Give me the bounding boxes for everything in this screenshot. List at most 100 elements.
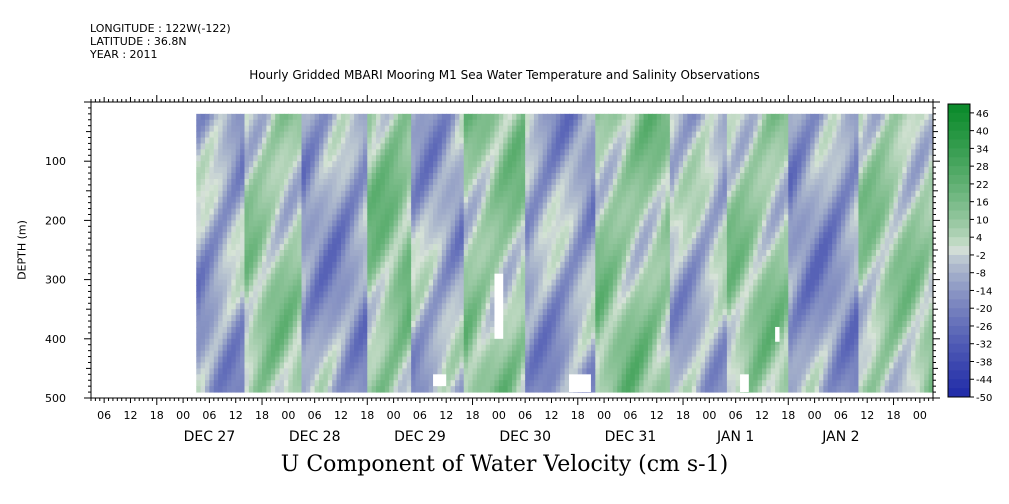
heatmap-cell	[406, 119, 412, 127]
heatmap-cell	[498, 374, 504, 381]
heatmap-cell	[424, 143, 430, 150]
heatmap-cell	[345, 167, 351, 174]
heatmap-cell	[340, 232, 346, 239]
heatmap-cell	[542, 386, 548, 393]
heatmap-cell	[235, 380, 241, 387]
heatmap-cell	[406, 255, 412, 263]
heatmap-cell	[340, 267, 346, 275]
heatmap-cell	[297, 208, 302, 215]
heatmap-cell	[301, 220, 307, 227]
heatmap-cell	[196, 279, 202, 287]
heatmap-cell	[248, 344, 254, 352]
heatmap-cell	[389, 356, 395, 363]
heatmap-cell	[507, 125, 513, 133]
heatmap-cell	[437, 149, 443, 156]
heatmap-cell	[340, 113, 346, 121]
heatmap-cell	[371, 149, 377, 156]
heatmap-cell	[270, 285, 276, 292]
heatmap-cell	[402, 208, 408, 215]
heatmap-cell	[630, 338, 636, 346]
heatmap-cell	[218, 309, 224, 316]
heatmap-cell	[301, 362, 307, 369]
heatmap-cell	[476, 279, 482, 287]
heatmap-cell	[279, 119, 285, 127]
heatmap-cell	[661, 143, 666, 150]
heatmap-cell	[626, 356, 631, 363]
heatmap-cell	[512, 350, 517, 358]
heatmap-cell	[459, 362, 465, 369]
heatmap-cell	[297, 380, 302, 387]
heatmap-cell	[634, 202, 640, 210]
heatmap-cell	[621, 131, 627, 139]
heatmap-cell	[376, 220, 381, 227]
heatmap-cell	[634, 173, 640, 180]
heatmap-cell	[599, 226, 605, 233]
heatmap-cell	[253, 273, 259, 281]
heatmap-cell	[446, 184, 452, 192]
heatmap-cell	[446, 350, 452, 358]
heatmap-cell	[270, 362, 276, 369]
heatmap-cell	[402, 226, 408, 233]
heatmap-cell	[257, 125, 263, 133]
heatmap-cell	[393, 178, 399, 186]
heatmap-cell	[481, 267, 487, 275]
heatmap-cell	[538, 119, 544, 127]
heatmap-cell	[332, 238, 338, 245]
heatmap-cell	[323, 291, 329, 298]
heatmap-cell	[485, 184, 491, 192]
heatmap-cell	[446, 173, 452, 180]
heatmap-cell	[419, 143, 425, 150]
heatmap-cell	[454, 356, 460, 363]
heatmap-cell	[555, 291, 561, 298]
heatmap-cell	[393, 208, 399, 215]
heatmap-cell	[647, 255, 653, 263]
heatmap-cell	[494, 131, 500, 139]
heatmap-cell	[450, 350, 456, 358]
heatmap-cell	[516, 137, 522, 144]
heatmap-cell	[213, 173, 219, 180]
heatmap-cell	[551, 344, 557, 352]
heatmap-cell	[547, 261, 552, 269]
heatmap-cell	[564, 173, 570, 180]
heatmap-cell	[345, 291, 351, 298]
heatmap-cell	[384, 374, 390, 381]
heatmap-cell	[573, 291, 579, 298]
heatmap-cell	[411, 297, 417, 304]
heatmap-cell	[424, 250, 430, 257]
heatmap-cell	[639, 374, 645, 381]
heatmap-cell	[231, 202, 237, 210]
heatmap-cell	[222, 285, 228, 292]
heatmap-cell	[577, 350, 583, 358]
heatmap-cell	[205, 196, 210, 204]
heatmap-cell	[270, 326, 276, 334]
heatmap-cell	[248, 250, 254, 257]
heatmap-cell	[371, 137, 377, 144]
heatmap-cell	[490, 267, 495, 275]
heatmap-cell	[626, 338, 631, 346]
heatmap-cell	[200, 119, 206, 127]
heatmap-cell	[218, 220, 224, 227]
heatmap-cell	[205, 173, 210, 180]
heatmap-cell	[262, 326, 267, 334]
heatmap-cell	[323, 309, 329, 316]
heatmap-cell	[393, 315, 399, 322]
heatmap-cell	[301, 315, 307, 322]
heatmap-cell	[345, 244, 351, 251]
heatmap-cell	[529, 297, 535, 304]
heatmap-cell	[270, 220, 276, 227]
heatmap-cell	[354, 356, 360, 363]
heatmap-cell	[481, 244, 487, 251]
heatmap-cell	[472, 184, 478, 192]
heatmap-cell	[288, 143, 294, 150]
heatmap-cell	[661, 167, 666, 174]
heatmap-cell	[270, 167, 276, 174]
heatmap-cell	[314, 202, 320, 210]
heatmap-cell	[481, 368, 487, 375]
heatmap-cell	[424, 125, 430, 133]
heatmap-cell	[209, 184, 215, 192]
heatmap-cell	[345, 226, 351, 233]
heatmap-cell	[288, 131, 294, 139]
heatmap-cell	[402, 261, 408, 269]
heatmap-cell	[639, 255, 645, 263]
heatmap-cell	[292, 202, 298, 210]
